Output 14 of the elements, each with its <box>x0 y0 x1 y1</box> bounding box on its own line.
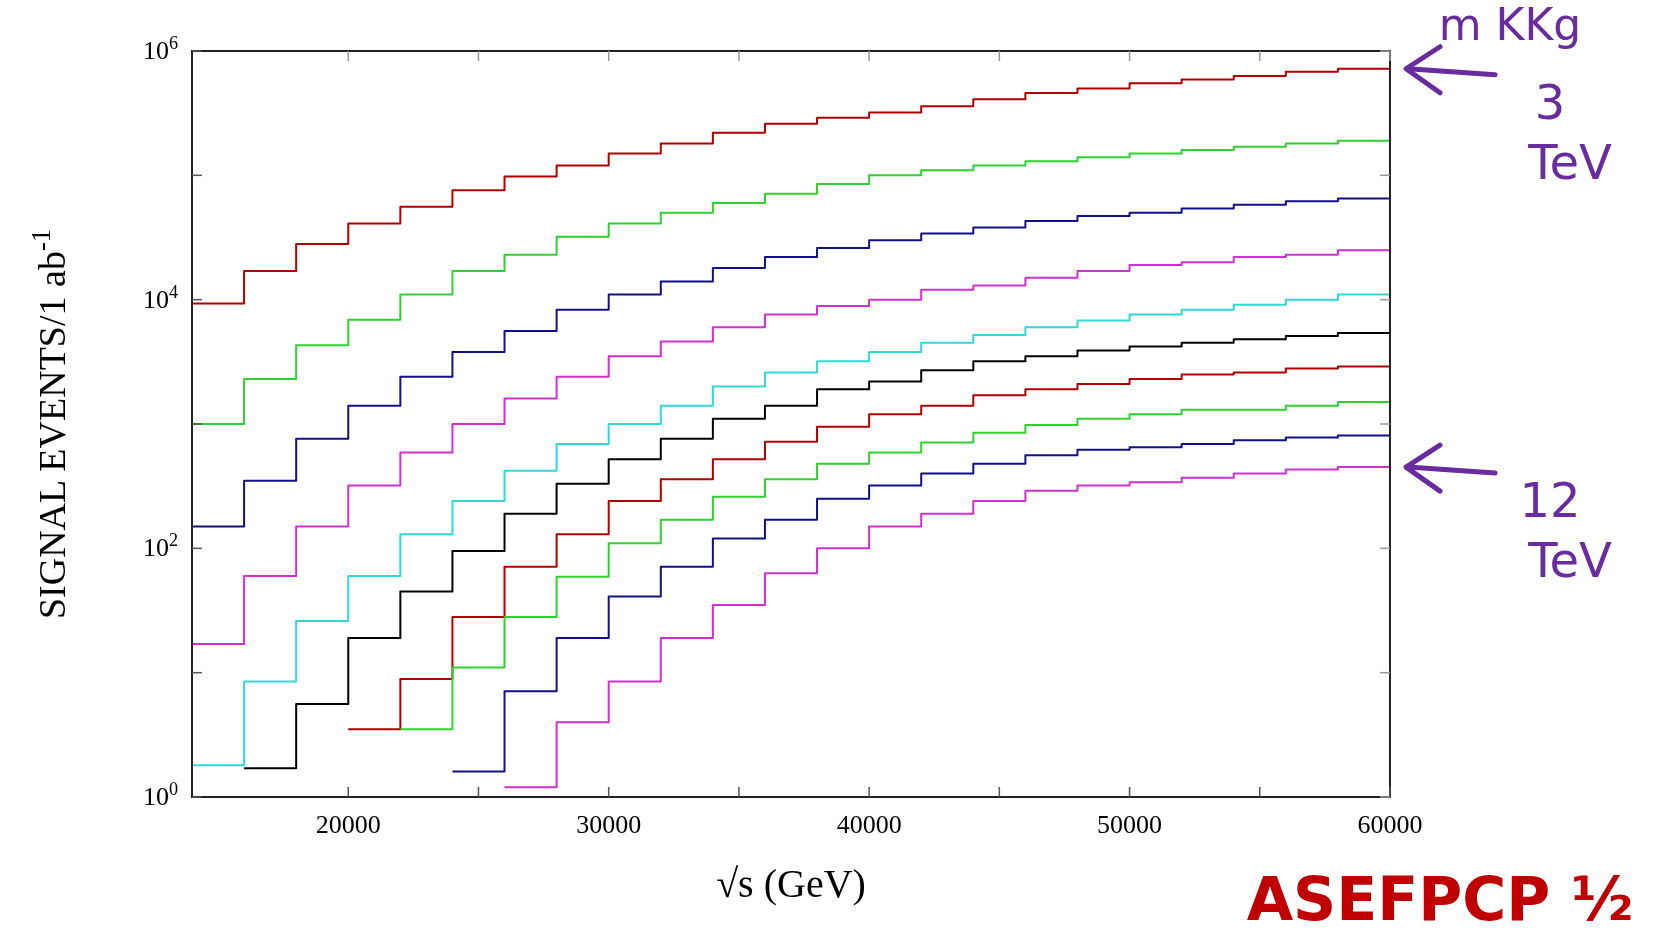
annotation: 12 TeV <box>1519 472 1612 589</box>
x-tick-label: 50000 <box>1097 810 1163 839</box>
annotation: 3 TeV <box>1527 73 1612 190</box>
y-tick-label: 10$^{4}$ <box>142 281 178 314</box>
x-tick-label: 20000 <box>315 810 381 839</box>
text: m KKg <box>1438 0 1582 50</box>
y-tick-label: 10$^{2}$ <box>142 530 178 563</box>
y-tick-label: 10$^{0}$ <box>142 779 178 811</box>
text: ASEFPCP ½ <box>1246 864 1634 934</box>
y-tick-label: 10$^{6}$ <box>142 33 178 65</box>
x-tick-label: 60000 <box>1357 810 1423 839</box>
x-tick-label: 30000 <box>576 810 642 839</box>
x-axis-title: √s (GeV) <box>716 861 866 906</box>
x-tick-label: 40000 <box>836 810 902 839</box>
